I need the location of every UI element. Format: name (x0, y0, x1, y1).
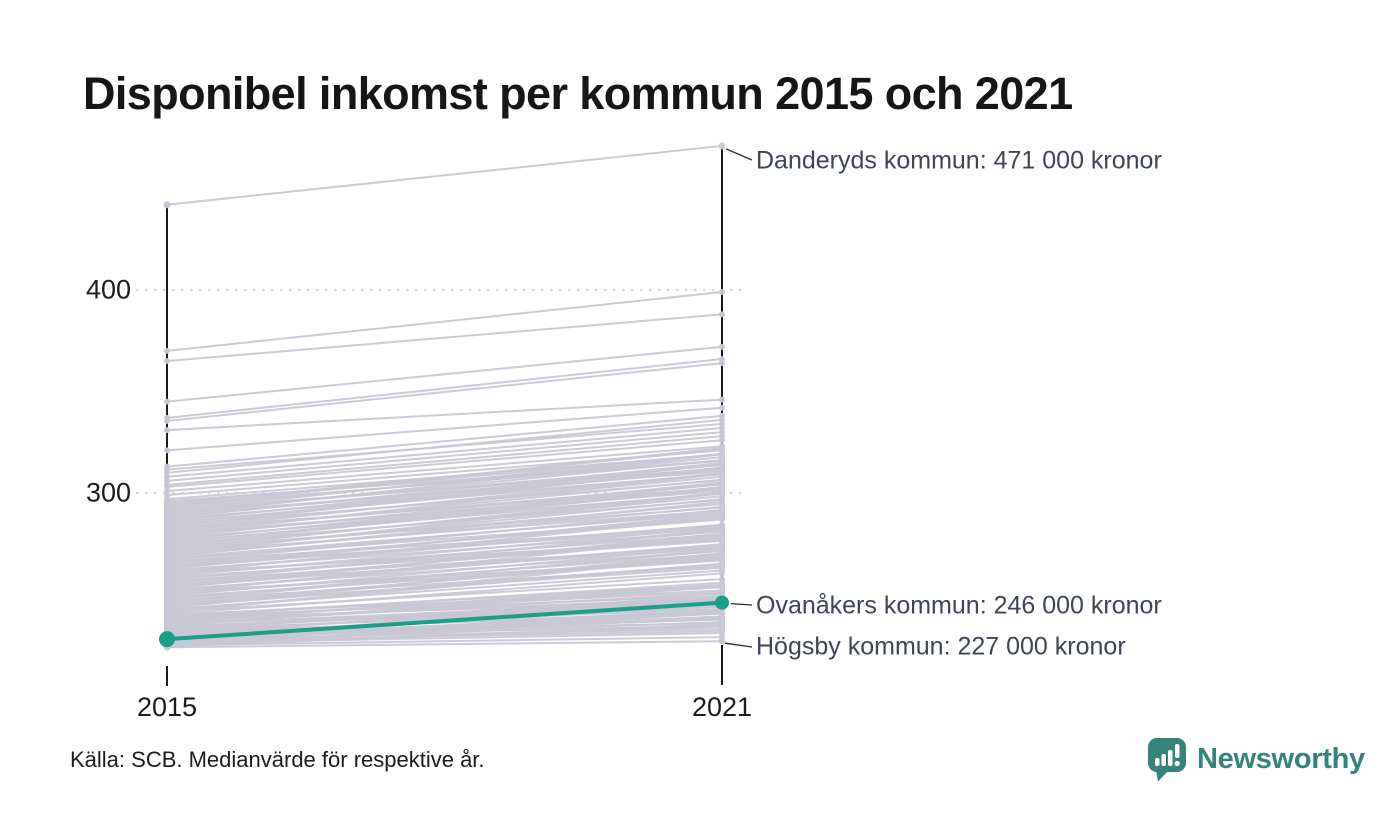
y-axis-tick-300: 300 (85, 477, 131, 508)
annotation-ovanaker: Ovanåkers kommun: 246 000 kronor (756, 591, 1162, 620)
annotation-danderyd: Danderyds kommun: 471 000 kronor (756, 146, 1162, 175)
annotation-hogsby: Högsby kommun: 227 000 kronor (756, 632, 1126, 661)
annotation-connectors (724, 148, 753, 648)
highlight-line (159, 595, 729, 648)
y-axis-tick-400: 400 (85, 274, 131, 305)
municipality-lines (164, 289, 725, 651)
source-note: Källa: SCB. Medianvärde för respektive å… (70, 747, 485, 772)
chart-title: Disponibel inkomst per kommun 2015 och 2… (83, 68, 1073, 119)
newsworthy-wordmark: Newsworthy (1197, 742, 1365, 775)
x-axis-label-2021: 2021 (691, 692, 753, 722)
annotated-lines (163, 142, 726, 651)
newsworthy-logo: Newsworthy (1146, 736, 1365, 782)
newsworthy-icon (1148, 738, 1186, 782)
x-axis-label-2015: 2015 (136, 692, 198, 722)
